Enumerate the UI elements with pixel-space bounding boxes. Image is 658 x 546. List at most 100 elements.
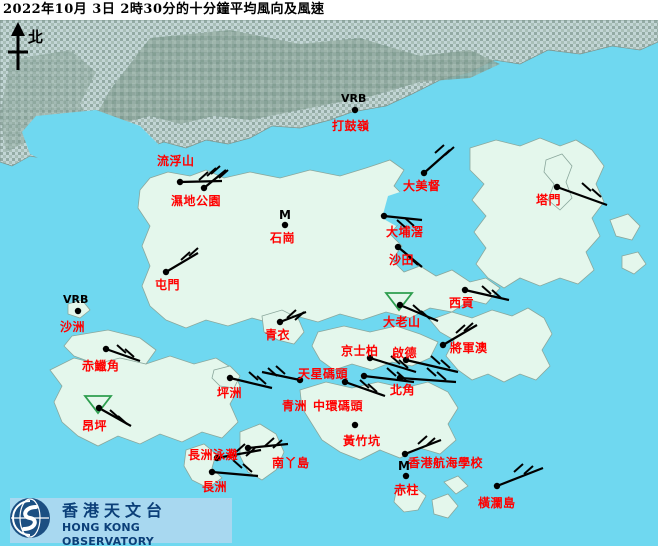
wind-barb-shaft (383, 214, 423, 222)
station-label-1[interactable]: 流浮山 (157, 154, 195, 168)
wind-barb-feather (206, 167, 217, 177)
station-marker[interactable] (226, 374, 234, 382)
lantau-island (49, 355, 241, 447)
station-label-21[interactable]: 中環碼頭 (313, 399, 364, 413)
station-marker[interactable] (461, 286, 469, 294)
station-marker[interactable] (176, 178, 184, 186)
wind-barb-feather (180, 251, 191, 261)
station-marker[interactable] (396, 374, 404, 382)
station-marker[interactable] (281, 221, 289, 229)
wind-barb-feather (426, 367, 437, 377)
station-marker[interactable] (244, 444, 252, 452)
southern-islets (393, 475, 469, 519)
wind-barb-feather (417, 435, 428, 445)
station-label-6[interactable]: 大埔滘 (386, 225, 424, 239)
station-marker[interactable] (296, 376, 304, 384)
missing-flag-label: M (279, 208, 291, 222)
station-marker[interactable] (402, 356, 410, 364)
hong-kong-island (299, 381, 459, 461)
wind-barb-shaft (399, 376, 457, 384)
cheung-chau-island (183, 443, 223, 489)
station-marker[interactable] (276, 318, 284, 326)
station-marker[interactable] (439, 341, 447, 349)
station-label-2[interactable]: 濕地公園 (171, 194, 222, 208)
tap-mun-island (543, 153, 573, 211)
station-label-13[interactable]: 青衣 (265, 328, 291, 342)
missing-flag-label: M (398, 459, 410, 473)
wind-barb-feather (436, 371, 447, 381)
wind-barb-feather (523, 465, 534, 475)
wind-barb-feather (398, 359, 409, 369)
peng-chau-island (211, 365, 241, 389)
station-label-11[interactable]: 沙洲 (60, 320, 86, 334)
station-label-23[interactable]: 黃竹坑 (343, 434, 381, 448)
station-marker[interactable] (162, 268, 170, 276)
station-label-17[interactable]: 啟德 (392, 346, 418, 360)
station-label-0[interactable]: 打鼓嶺 (332, 119, 370, 133)
wind-barb-shaft (261, 370, 301, 382)
wind-barb-feather (455, 324, 466, 334)
wind-barb-feather (245, 447, 256, 457)
station-label-18[interactable]: 將軍澳 (450, 341, 488, 355)
station-label-3[interactable]: 石崗 (270, 231, 296, 245)
station-marker[interactable] (394, 243, 402, 251)
wind-barb-feather (256, 375, 267, 385)
station-marker[interactable] (213, 454, 221, 462)
station-marker[interactable] (493, 482, 501, 490)
station-marker[interactable] (102, 345, 110, 353)
mainland-hills (96, 30, 500, 124)
station-marker[interactable] (366, 354, 374, 362)
station-marker[interactable] (420, 169, 428, 177)
sai-kung-peninsula (429, 307, 553, 383)
wind-barb-feather (481, 285, 492, 295)
station-marker[interactable] (396, 301, 404, 309)
station-label-20[interactable]: 北角 (390, 383, 416, 397)
wind-barb-shaft (211, 470, 259, 478)
station-marker[interactable] (200, 184, 208, 192)
station-label-24[interactable]: 南丫島 (272, 456, 310, 470)
station-marker[interactable] (95, 404, 103, 412)
wind-barb-shaft (344, 380, 386, 398)
station-label-4[interactable]: 屯門 (155, 278, 181, 292)
station-marker[interactable] (351, 421, 359, 429)
station-label-25[interactable]: 長洲泳灘 (188, 448, 239, 462)
station-label-8[interactable]: 塔門 (536, 193, 562, 207)
station-marker[interactable] (402, 472, 410, 480)
map-canvas[interactable]: 北 VRB 打鼓嶺流浮山濕地公園 M 石崗屯門 大美督大埔滘沙田 塔門西貢大老山 VRB 沙洲… (0, 20, 658, 546)
station-label-12[interactable]: 赤鱲角 (82, 359, 120, 373)
station-label-22[interactable]: 青洲 (282, 399, 308, 413)
vrb-flag-label: VRB (341, 92, 367, 105)
wind-barb-shaft (203, 169, 227, 189)
station-label-28[interactable]: 赤柱 (394, 483, 420, 497)
vrb-flag-label: VRB (63, 293, 89, 306)
station-marker[interactable] (208, 468, 216, 476)
gale-triangle-icon (83, 395, 113, 415)
station-label-27[interactable]: 香港航海學校 (408, 456, 484, 470)
wind-barb-shaft (247, 442, 289, 450)
hko-logo: 香港天文台 HONG KONG OBSERVATORY (10, 498, 232, 546)
north-label: 北 (28, 28, 44, 46)
wind-barb-feather (396, 219, 407, 229)
wind-barb-feather (386, 367, 397, 377)
station-label-19[interactable]: 天星碼頭 (298, 367, 349, 381)
deep-bay-water (22, 110, 162, 178)
wind-barb-feather (408, 256, 419, 266)
station-marker[interactable] (360, 372, 368, 380)
station-label-16[interactable]: 京士柏 (341, 344, 379, 358)
station-label-29[interactable]: 橫瀾島 (478, 496, 516, 510)
station-label-14[interactable]: 昂坪 (82, 419, 108, 433)
station-label-10[interactable]: 大老山 (383, 315, 421, 329)
station-marker[interactable] (553, 183, 561, 191)
station-label-15[interactable]: 坪洲 (217, 386, 243, 400)
station-marker[interactable] (74, 307, 82, 315)
station-marker[interactable] (401, 450, 409, 458)
station-label-9[interactable]: 西貢 (449, 296, 475, 310)
station-label-5[interactable]: 大美督 (403, 179, 441, 193)
station-marker[interactable] (351, 106, 359, 114)
station-marker[interactable] (380, 212, 388, 220)
station-label-7[interactable]: 沙田 (389, 253, 415, 267)
station-marker[interactable] (341, 378, 349, 386)
wind-barb-shaft (229, 376, 273, 390)
station-label-26[interactable]: 長洲 (202, 480, 228, 494)
